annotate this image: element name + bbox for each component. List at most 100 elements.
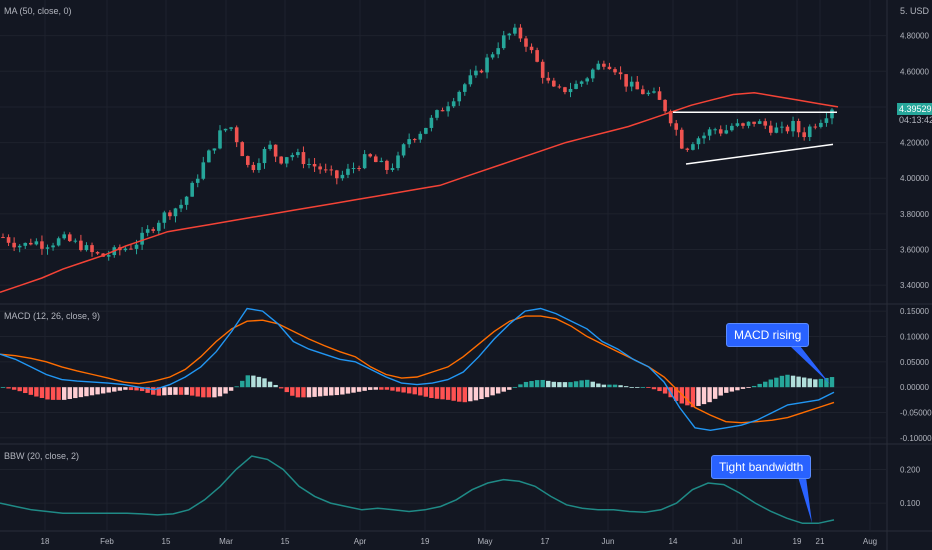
price-tick-label: 3.80000 bbox=[900, 210, 929, 219]
macd-histogram-bar bbox=[751, 385, 757, 388]
macd-histogram-bar bbox=[139, 387, 145, 392]
candle-down bbox=[741, 123, 745, 126]
candle-down bbox=[668, 111, 673, 124]
moving-average-line bbox=[0, 91, 839, 294]
last-price-tag: 4.39529 bbox=[897, 103, 932, 115]
macd-histogram-bar bbox=[462, 387, 467, 403]
candle-up bbox=[351, 168, 356, 170]
macd-histogram-bar bbox=[718, 387, 723, 396]
macd-histogram-bar bbox=[123, 387, 128, 390]
macd-histogram-bar bbox=[278, 387, 284, 389]
macd-histogram-bar bbox=[729, 387, 735, 392]
macd-histogram-bar bbox=[807, 378, 812, 388]
candle-down bbox=[552, 80, 556, 87]
macd-histogram-bar bbox=[217, 387, 223, 397]
bbw-callout-pointer bbox=[798, 477, 812, 523]
candle-down bbox=[635, 81, 640, 90]
candle-up bbox=[106, 255, 111, 257]
candle-down bbox=[246, 156, 250, 165]
macd-histogram-bar bbox=[28, 387, 34, 395]
bar-countdown: 04:13:42 bbox=[899, 115, 932, 125]
candle-down bbox=[251, 164, 256, 171]
macd-histogram-bar bbox=[685, 387, 690, 406]
candle-down bbox=[368, 154, 373, 157]
candle-down bbox=[329, 169, 334, 171]
macd-histogram-bar bbox=[406, 387, 412, 394]
x-tick-label: Jun bbox=[602, 537, 615, 546]
macd-histogram-bar bbox=[151, 387, 156, 395]
candle-up bbox=[184, 196, 189, 205]
macd-histogram-bar bbox=[657, 387, 662, 392]
candle-up bbox=[207, 150, 211, 163]
macd-histogram-bar bbox=[251, 375, 256, 388]
macd-histogram-bar bbox=[323, 387, 328, 396]
macd-histogram-bar bbox=[568, 382, 573, 388]
candle-up bbox=[268, 144, 272, 149]
candle-down bbox=[79, 240, 83, 251]
macd-histogram-bar bbox=[301, 387, 306, 398]
currency-label[interactable]: 5. USD bbox=[900, 6, 929, 16]
candle-down bbox=[129, 248, 133, 250]
macd-histogram-bar bbox=[440, 387, 445, 400]
macd-histogram-bar bbox=[546, 380, 551, 388]
candle-down bbox=[529, 46, 534, 51]
macd-histogram-bar bbox=[507, 387, 512, 390]
x-tick-label: 17 bbox=[541, 537, 550, 546]
candle-up bbox=[702, 135, 706, 139]
price-tick-label: 4.00000 bbox=[900, 174, 929, 183]
candle-up bbox=[819, 122, 823, 127]
macd-histogram-bar bbox=[562, 382, 568, 388]
macd-histogram-bar bbox=[206, 387, 212, 398]
candle-up bbox=[362, 154, 367, 169]
bbw-line bbox=[0, 455, 835, 525]
candle-up bbox=[223, 128, 228, 131]
candle-up bbox=[418, 133, 423, 140]
candle-up bbox=[179, 204, 183, 209]
macd-tick-label: 0.15000 bbox=[900, 307, 929, 316]
candle-up bbox=[390, 168, 395, 170]
x-tick-label: Jul bbox=[732, 537, 742, 546]
candle-down bbox=[663, 99, 667, 112]
macd-histogram-bar bbox=[651, 387, 657, 390]
macd-histogram-bar bbox=[662, 387, 668, 394]
candle-up bbox=[346, 168, 350, 175]
candle-down bbox=[279, 156, 283, 164]
candle-down bbox=[802, 132, 806, 138]
macd-histogram-bar bbox=[818, 378, 824, 388]
macd-histogram-bar bbox=[228, 387, 234, 391]
candle-down bbox=[624, 74, 628, 87]
candle-up bbox=[140, 232, 144, 245]
x-tick-label: 19 bbox=[421, 537, 430, 546]
macd-histogram-bar bbox=[763, 381, 768, 388]
macd-histogram-bar bbox=[340, 387, 345, 395]
macd-tick-label: -0.05000 bbox=[900, 409, 932, 418]
x-tick-label: Apr bbox=[354, 537, 367, 546]
macd-histogram-bar bbox=[312, 387, 317, 397]
macd-histogram-bar bbox=[457, 387, 462, 402]
candle-up bbox=[162, 212, 167, 223]
candle-up bbox=[56, 238, 61, 246]
candle-up bbox=[646, 92, 651, 95]
candle-up bbox=[568, 88, 573, 93]
candle-down bbox=[768, 125, 773, 133]
macd-histogram-bar bbox=[156, 387, 161, 396]
candle-down bbox=[12, 242, 16, 248]
macd-histogram-bar bbox=[34, 387, 39, 397]
candle-up bbox=[496, 48, 500, 55]
price-tick-label: 4.80000 bbox=[900, 32, 929, 41]
candle-up bbox=[824, 118, 829, 123]
candle-down bbox=[752, 121, 756, 124]
candle-up bbox=[429, 117, 434, 128]
candle-down bbox=[785, 126, 790, 132]
candle-up bbox=[307, 164, 311, 166]
candle-down bbox=[546, 77, 551, 81]
macd-histogram-bar bbox=[284, 387, 289, 393]
macd-histogram-bar bbox=[423, 387, 429, 397]
candle-up bbox=[730, 125, 734, 131]
macd-histogram-bar bbox=[240, 380, 245, 388]
price-tick-label: 4.60000 bbox=[900, 67, 929, 76]
candle-up bbox=[195, 178, 200, 183]
candle-down bbox=[168, 212, 172, 217]
candle-up bbox=[45, 247, 50, 249]
macd-histogram-bar bbox=[618, 385, 623, 388]
